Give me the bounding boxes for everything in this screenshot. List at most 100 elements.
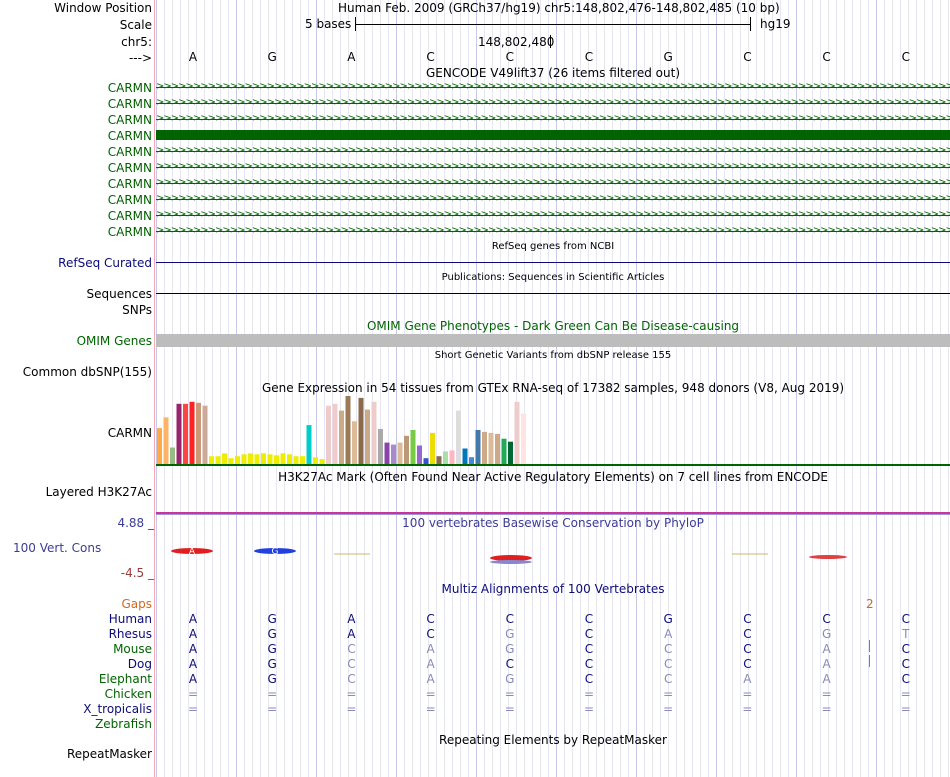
aligned-base: A [743,672,752,686]
chrom-label: chr5: [121,35,152,49]
cons-track-title[interactable]: 100 vertebrates Basewise Conservation by… [402,516,704,530]
aligned-base: = [425,702,436,716]
aligned-base: G [505,627,515,641]
species-label[interactable]: Elephant [98,672,152,686]
aligned-base: A [426,657,435,671]
gencode-exon-block[interactable] [156,130,950,140]
gtex-tissue-bar [222,453,227,464]
strand-chevrons: >>>>>>>>>>>>>>>>>>>>>>>>>>>>>>>>>>>>>>>>… [156,177,950,188]
aligned-base: C [901,612,910,626]
gencode-intron-line[interactable]: >>>>>>>>>>>>>>>>>>>>>>>>>>>>>>>>>>>>>>>>… [156,225,950,236]
refseq-gene-line[interactable] [156,262,950,263]
repeatmasker-track-title[interactable]: Repeating Elements by RepeatMasker [439,733,667,747]
snps-label[interactable]: SNPs [122,303,152,317]
gencode-row-label[interactable]: CARMN [107,97,152,111]
reference-base: C [901,50,910,64]
strand-chevrons: >>>>>>>>>>>>>>>>>>>>>>>>>>>>>>>>>>>>>>>>… [156,225,950,236]
gtex-tissue-bar [384,442,390,464]
species-label[interactable]: Human [108,612,152,626]
aligned-base: A [426,642,435,656]
aligned-base: A [188,612,198,626]
gencode-intron-line[interactable]: >>>>>>>>>>>>>>>>>>>>>>>>>>>>>>>>>>>>>>>>… [156,113,950,124]
strand-chevrons: >>>>>>>>>>>>>>>>>>>>>>>>>>>>>>>>>>>>>>>>… [156,145,950,156]
dbsnp-label[interactable]: Common dbSNP(155) [22,365,152,379]
gencode-intron-line[interactable]: >>>>>>>>>>>>>>>>>>>>>>>>>>>>>>>>>>>>>>>>… [156,97,950,108]
refseq-track-title[interactable]: RefSeq genes from NCBI [491,241,615,252]
gencode-row-label[interactable]: CARMN [107,161,152,175]
gtex-track-title[interactable]: Gene Expression in 54 tissues from GTEx … [261,381,845,395]
gtex-tissue-bar [202,405,208,464]
gencode-row-label[interactable]: CARMN [107,129,152,143]
omim-label[interactable]: OMIM Genes [76,334,152,348]
gtex-tissue-bar [469,457,474,464]
gtex-tissue-bar [410,430,416,464]
h3k27ac-track-title[interactable]: H3K27Ac Mark (Often Found Near Active Re… [278,470,828,484]
species-label[interactable]: Dog [127,657,152,671]
aligned-base: G [267,672,277,686]
species-label[interactable]: Rhesus [108,627,152,641]
gencode-row-label[interactable]: CARMN [107,193,152,207]
aligned-base: = [267,702,278,716]
gencode-row-label[interactable]: CARMN [107,81,152,95]
gaps-label[interactable]: Gaps [121,597,152,611]
aligned-base: A [188,627,198,641]
aligned-base: = [187,687,199,701]
gtex-tissue-bar [443,451,448,464]
pubs-line[interactable] [156,293,950,294]
cons-logo-a-1 [171,548,213,554]
gencode-intron-line[interactable]: >>>>>>>>>>>>>>>>>>>>>>>>>>>>>>>>>>>>>>>>… [156,145,950,156]
aligned-base: G [267,657,277,671]
species-label[interactable]: Chicken [104,687,152,701]
aligned-base: C [347,657,356,671]
gencode-intron-line[interactable]: >>>>>>>>>>>>>>>>>>>>>>>>>>>>>>>>>>>>>>>>… [156,81,950,92]
h3k27ac-label[interactable]: Layered H3K27Ac [45,485,152,499]
reference-base: A [347,50,356,64]
gtex-tissue-bar [319,459,325,464]
gencode-row-label[interactable]: CARMN [107,177,152,191]
species-label[interactable]: Mouse [113,642,152,656]
aligned-base: = [267,687,278,701]
coord-tick [550,35,551,48]
aligned-base: = [900,687,911,701]
refseq-label[interactable]: RefSeq Curated [58,256,152,270]
pubs-label[interactable]: Sequences [86,287,152,301]
gencode-row-label[interactable]: CARMN [107,225,152,239]
pubs-track-title[interactable]: Publications: Sequences in Scientific Ar… [441,272,665,283]
omim-feature-bar[interactable] [156,334,950,347]
aligned-base: A [664,627,673,641]
gencode-intron-line[interactable]: >>>>>>>>>>>>>>>>>>>>>>>>>>>>>>>>>>>>>>>>… [156,209,950,220]
gencode-intron-line[interactable]: >>>>>>>>>>>>>>>>>>>>>>>>>>>>>>>>>>>>>>>>… [156,193,950,204]
species-label[interactable]: Zebrafish [95,717,152,731]
aligned-base: C [901,642,910,656]
cons-label[interactable]: 100 Vert. Cons [13,541,102,555]
cons-logo-g-2-letter: G [272,547,279,557]
gencode-intron-line[interactable]: >>>>>>>>>>>>>>>>>>>>>>>>>>>>>>>>>>>>>>>>… [156,161,950,172]
aligned-base: A [347,627,356,641]
omim-track-title[interactable]: OMIM Gene Phenotypes - Dark Green Can Be… [366,319,740,333]
strand-chevrons: >>>>>>>>>>>>>>>>>>>>>>>>>>>>>>>>>>>>>>>>… [156,113,950,124]
gtex-tissue-bar [417,445,422,464]
gencode-intron-line[interactable]: >>>>>>>>>>>>>>>>>>>>>>>>>>>>>>>>>>>>>>>>… [156,177,950,188]
aligned-base: = [504,702,515,716]
window-position-label: Window Position [54,1,152,15]
repeatmasker-label[interactable]: RepeatMasker [66,747,152,761]
gencode-track-title[interactable]: GENCODE V49lift37 (26 items filtered out… [425,66,680,80]
window-position-text: Human Feb. 2009 (GRCh37/hg19) chr5:148,8… [338,1,780,15]
coord-text: 148,802,480 [478,35,555,49]
gencode-row-label[interactable]: CARMN [107,145,152,159]
aligned-base: = [742,702,753,716]
reference-base: C [505,50,514,64]
gtex-bar-chart[interactable] [156,396,950,468]
gtex-tissue-bar [189,401,195,464]
conservation-logo[interactable]: A G [156,540,950,574]
gtex-tissue-bar [157,428,162,464]
gtex-label[interactable]: CARMN [107,426,152,440]
gtex-tissue-bar [306,425,312,464]
gencode-row-label[interactable]: CARMN [107,113,152,127]
gtex-tissue-bar [248,453,253,464]
gencode-row-label[interactable]: CARMN [107,209,152,223]
gtex-tissue-bar [345,396,351,464]
multiz-track-title[interactable]: Multiz Alignments of 100 Vertebrates [441,582,665,596]
dbsnp-track-title[interactable]: Short Genetic Variants from dbSNP releas… [434,350,672,361]
species-label[interactable]: X_tropicalis [83,702,152,716]
